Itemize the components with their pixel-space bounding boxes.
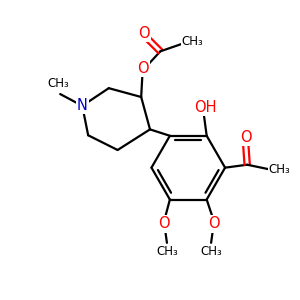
Text: O: O [138,26,150,41]
Text: CH₃: CH₃ [156,245,178,258]
Text: O: O [240,130,251,145]
Text: O: O [137,61,148,76]
Text: O: O [208,217,220,232]
Text: OH: OH [194,100,217,115]
Text: CH₃: CH₃ [269,163,290,176]
Text: CH₃: CH₃ [182,34,204,48]
Text: N: N [77,98,88,113]
Text: CH₃: CH₃ [48,77,70,90]
Text: CH₃: CH₃ [200,245,222,258]
Text: O: O [158,217,170,232]
